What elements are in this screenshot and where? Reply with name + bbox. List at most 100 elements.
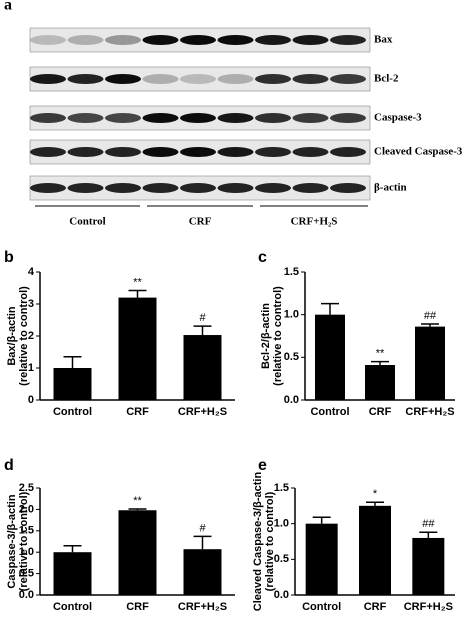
- y-tick-label: 1.0: [274, 518, 289, 530]
- blot-band: [255, 183, 291, 193]
- y-axis-label: Cleaved Caspase-3/β-actin: [252, 472, 264, 612]
- bar: [118, 510, 157, 595]
- error-bar: [419, 531, 438, 538]
- blot-band: [330, 183, 366, 193]
- blot-band: [255, 35, 291, 45]
- y-tick-label: 2.0: [19, 503, 34, 515]
- blot-band: [292, 113, 329, 123]
- blot-band: [142, 147, 179, 157]
- y-tick-label: 0.5: [284, 351, 299, 363]
- blot-band: [67, 183, 104, 193]
- blot-band: [105, 35, 141, 45]
- y-axis-label: (relative to control): [264, 491, 276, 591]
- error-bar: [193, 325, 212, 336]
- blot-band: [30, 74, 66, 84]
- y-tick-label: 4: [28, 266, 35, 278]
- y-axis-label: Bcl-2/β-actin: [260, 303, 272, 369]
- blot-band: [30, 147, 66, 157]
- y-tick-label: 1.0: [284, 309, 299, 321]
- blot-band: [67, 147, 104, 157]
- panel-label: c: [258, 249, 267, 266]
- y-tick-label: 1: [28, 362, 34, 374]
- blot-band: [330, 74, 366, 84]
- y-tick-label: 2.5: [19, 482, 34, 494]
- error-bar: [371, 360, 389, 366]
- y-tick-label: 3: [28, 298, 34, 310]
- panel-label: b: [4, 249, 14, 266]
- y-tick-label: 0.0: [274, 589, 289, 601]
- panel-label: d: [4, 457, 14, 474]
- bar: [53, 552, 92, 595]
- blot-band: [217, 74, 254, 84]
- blot-band: [142, 183, 179, 193]
- error-bar: [128, 289, 147, 298]
- blot-band: [105, 147, 141, 157]
- error-bar: [193, 535, 212, 550]
- significance-mark: **: [376, 348, 385, 360]
- blot-band: [142, 113, 179, 123]
- y-axis-label: (relative to control): [18, 491, 30, 591]
- x-tick-label: CRF+H₂S: [178, 601, 227, 613]
- blot-band: [217, 35, 254, 45]
- bar: [412, 537, 445, 595]
- blot-band: [180, 113, 216, 123]
- group-label: Control: [69, 216, 105, 228]
- bar: [365, 365, 395, 400]
- blot-band: [330, 35, 366, 45]
- blot-row-label: β-actin: [374, 182, 407, 194]
- error-bar: [128, 508, 147, 511]
- x-tick-label: CRF: [364, 601, 387, 613]
- x-tick-label: CRF+H₂S: [405, 406, 454, 418]
- group-label: CRF: [189, 216, 212, 228]
- blot-band: [330, 147, 366, 157]
- bar: [183, 335, 222, 400]
- blot-band: [180, 35, 216, 45]
- significance-mark: #: [199, 522, 206, 534]
- y-tick-label: 1.5: [19, 525, 34, 537]
- x-tick-label: CRF: [126, 601, 149, 613]
- significance-mark: ##: [422, 518, 435, 530]
- y-tick-label: 1.0: [19, 546, 34, 558]
- blot-band: [255, 113, 291, 123]
- y-axis-label: (relative to control): [272, 286, 284, 386]
- blot-band: [105, 183, 141, 193]
- significance-mark: ##: [424, 310, 437, 322]
- blot-band: [330, 113, 366, 123]
- error-bar: [421, 323, 439, 327]
- y-tick-label: 0.0: [19, 589, 34, 601]
- blot-band: [105, 113, 141, 123]
- y-tick-label: 0.0: [284, 394, 299, 406]
- blot-band: [292, 183, 329, 193]
- blot-band: [30, 113, 66, 123]
- blot-band: [217, 113, 254, 123]
- panel-label: e: [258, 457, 267, 474]
- significance-mark: **: [133, 495, 142, 507]
- y-axis-label: Bax/β-actin: [6, 306, 18, 366]
- y-tick-label: 0: [28, 394, 34, 406]
- bar: [183, 549, 222, 595]
- blot-band: [67, 113, 104, 123]
- error-bar: [63, 356, 82, 368]
- bar: [415, 326, 445, 400]
- blot-band: [180, 147, 216, 157]
- significance-mark: #: [199, 312, 206, 324]
- blot-row-label: Bax: [374, 34, 393, 46]
- blot-band: [217, 147, 254, 157]
- blot-band: [292, 35, 329, 45]
- blot-band: [142, 35, 179, 45]
- error-bar: [63, 545, 82, 553]
- bar: [118, 297, 157, 400]
- blot-band: [217, 183, 254, 193]
- bar: [359, 505, 391, 595]
- blot-row-label: Bcl-2: [374, 73, 399, 85]
- bar: [53, 368, 92, 400]
- x-tick-label: CRF+H₂S: [178, 406, 227, 418]
- y-axis-label: (relative to control): [18, 286, 30, 386]
- bar: [305, 523, 338, 595]
- y-axis-label: Caspase-3/β-actin: [6, 494, 18, 588]
- y-tick-label: 0.5: [274, 553, 289, 565]
- blot-band: [67, 35, 104, 45]
- y-tick-label: 2: [28, 330, 34, 342]
- error-bar: [321, 302, 339, 315]
